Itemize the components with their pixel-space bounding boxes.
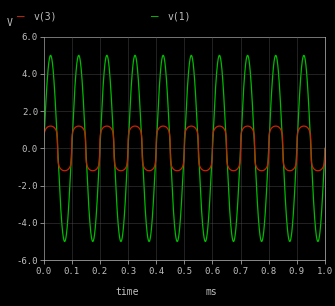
v(1) [42,147,46,150]
v(3) [42,147,46,150]
Text: ms: ms [205,287,217,297]
Line: v(3): v(3) [44,126,325,171]
v(1) [287,239,291,243]
v(3) [149,168,153,172]
v(3) [74,125,78,129]
v(3) [90,169,94,173]
v(1) [90,239,94,243]
v(1) [323,147,327,150]
Text: —: — [151,10,158,23]
v(1) [149,226,153,230]
v(1) [316,240,320,243]
v(1) [49,54,53,57]
v(1) [74,73,78,77]
v(3) [49,124,53,128]
v(3) [323,147,327,150]
Text: v(3): v(3) [34,12,57,22]
v(3) [162,124,166,128]
v(3) [318,169,322,172]
Text: —: — [17,10,24,23]
Text: v(1): v(1) [168,12,191,22]
v(3) [316,169,320,173]
v(1) [318,233,322,237]
Text: time: time [116,287,139,297]
Text: V: V [7,17,13,28]
v(3) [287,169,291,173]
v(1) [162,54,166,58]
Line: v(1): v(1) [44,55,325,241]
